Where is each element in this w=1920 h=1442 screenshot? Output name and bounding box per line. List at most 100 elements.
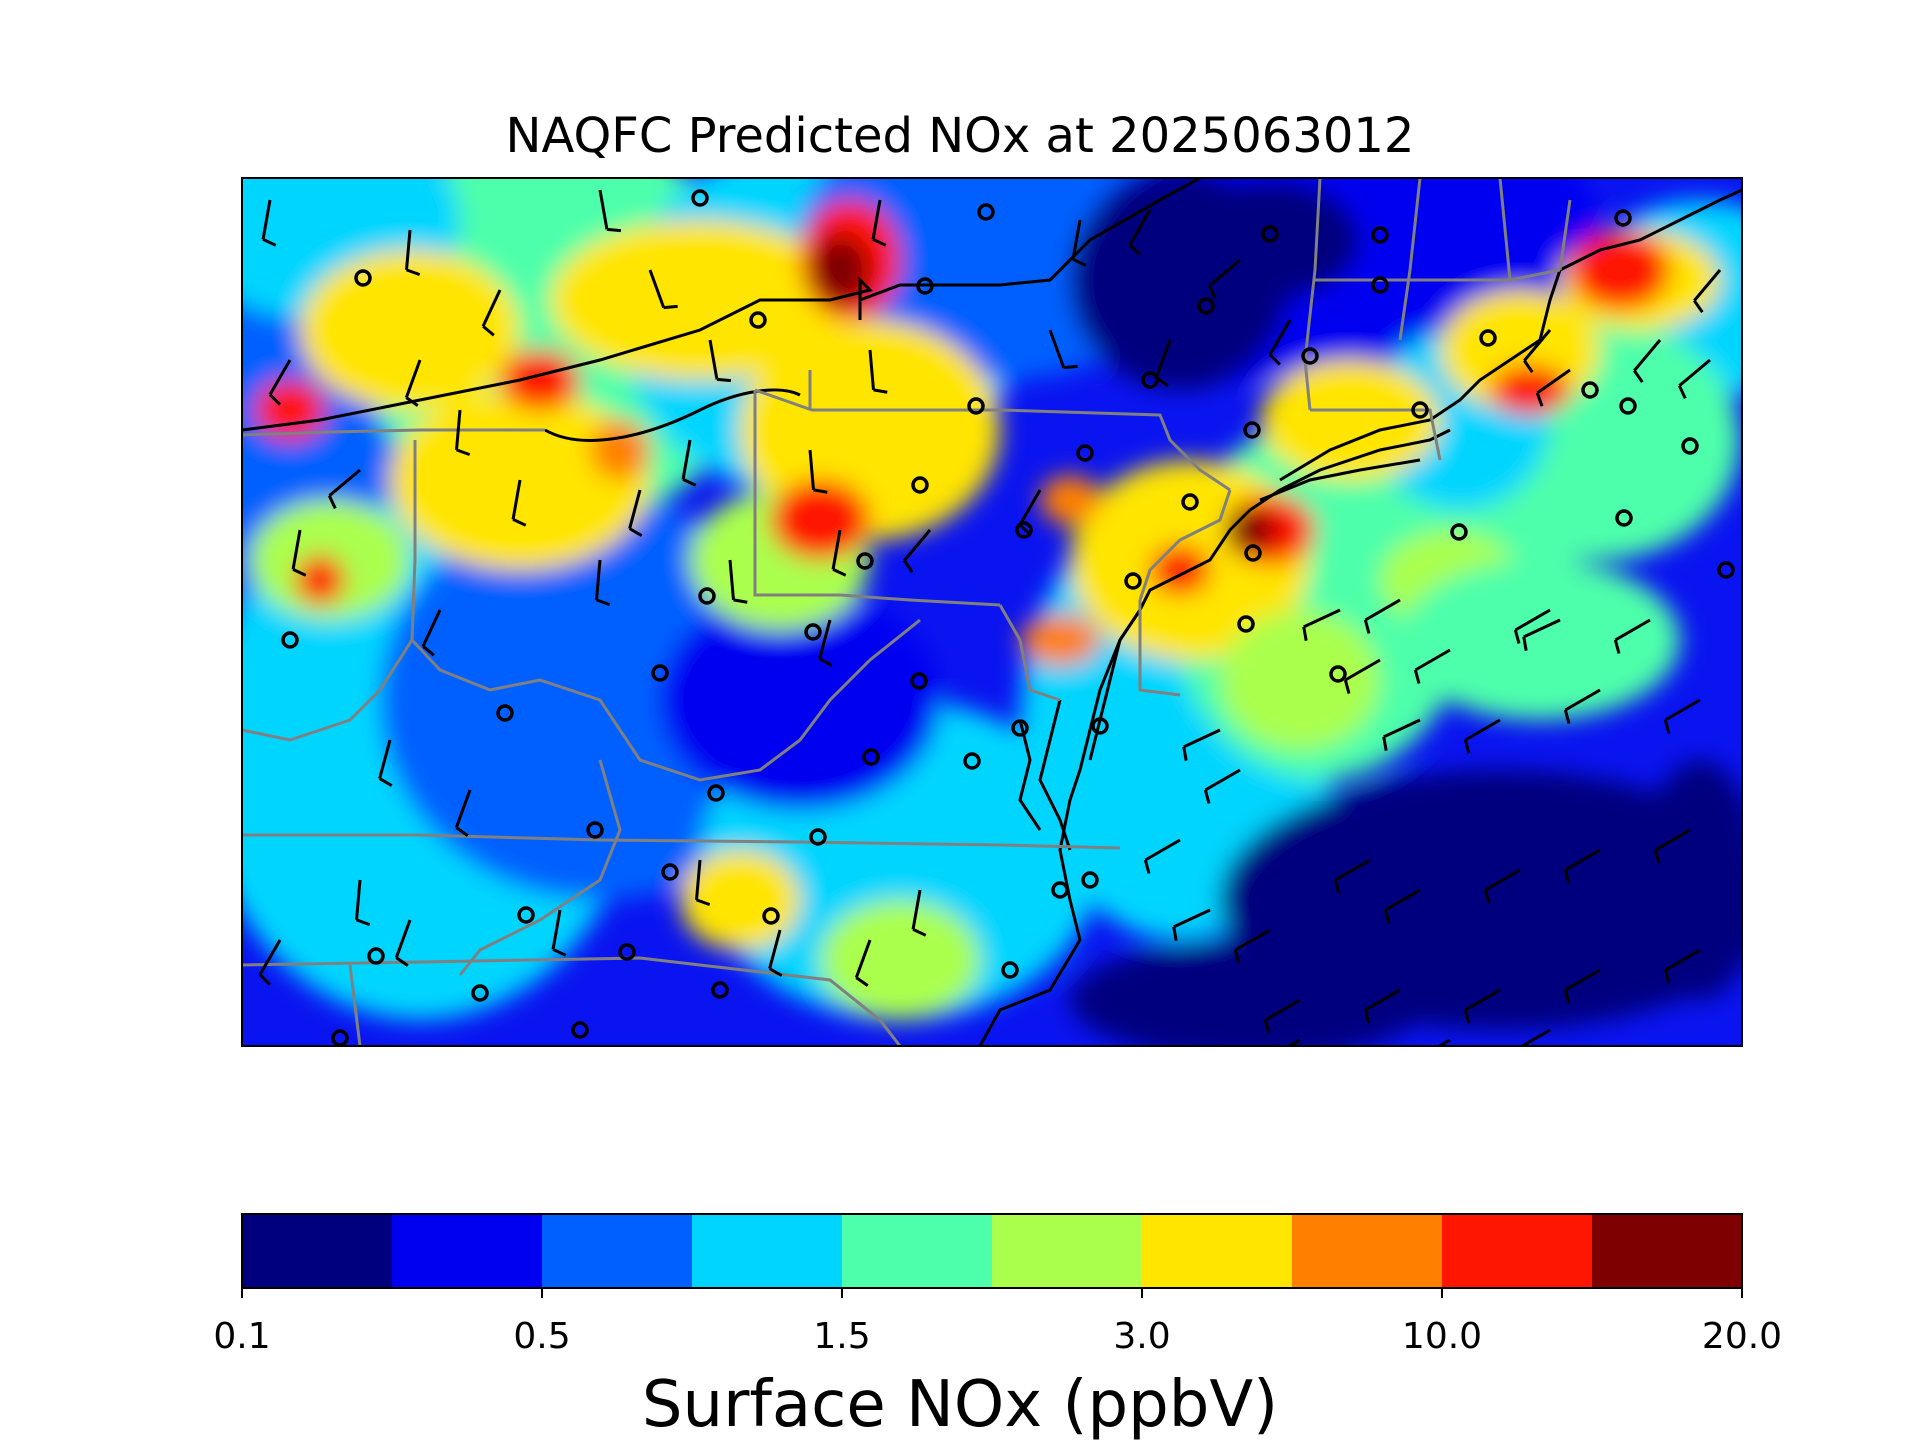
station-marker bbox=[977, 203, 995, 221]
coastline-path bbox=[544, 388, 801, 442]
wind-barb bbox=[854, 939, 872, 987]
station-marker bbox=[1051, 881, 1069, 899]
station-marker bbox=[367, 947, 385, 965]
wind-barb bbox=[1522, 618, 1561, 651]
colorbar-tick-label: 3.0 bbox=[1113, 1316, 1170, 1357]
state-borders bbox=[242, 178, 1572, 1046]
station-marker bbox=[586, 821, 604, 839]
colorbar-cell bbox=[392, 1214, 543, 1288]
station-marker bbox=[1371, 276, 1389, 294]
wind-barb bbox=[1286, 1038, 1301, 1046]
state-border-path bbox=[1310, 408, 1442, 461]
wind-barb bbox=[1182, 728, 1221, 761]
station-marker bbox=[1371, 226, 1389, 244]
station-marker bbox=[1615, 509, 1633, 527]
wind-barb bbox=[1563, 968, 1601, 1004]
nox-blob bbox=[500, 350, 580, 410]
colorbar-tick-label: 0.1 bbox=[213, 1316, 270, 1357]
wind-barb bbox=[268, 359, 292, 406]
nox-blob bbox=[300, 250, 520, 410]
wind-barb bbox=[628, 489, 643, 537]
wind-barb bbox=[378, 739, 393, 787]
state-border-path bbox=[1303, 178, 1322, 411]
station-marker bbox=[963, 752, 981, 770]
wind-barb bbox=[404, 359, 422, 407]
wind-barb bbox=[454, 789, 472, 837]
station-marker bbox=[967, 397, 985, 415]
station-marker bbox=[1244, 544, 1262, 562]
station-marker bbox=[1001, 961, 1019, 979]
station-marker bbox=[1717, 561, 1735, 579]
state-border-path bbox=[1558, 199, 1572, 271]
wind-barb bbox=[405, 229, 421, 277]
station-marker bbox=[916, 277, 934, 295]
state-border-path bbox=[754, 388, 1231, 492]
wind-barb bbox=[1071, 219, 1087, 267]
state-border-path bbox=[1398, 178, 1422, 341]
colorbar-tick-label: 0.5 bbox=[513, 1316, 570, 1357]
coastline-path bbox=[1038, 699, 1072, 851]
wind-barb bbox=[728, 559, 748, 604]
station-marker bbox=[862, 748, 880, 766]
state-border-path bbox=[458, 759, 622, 976]
wind-barb bbox=[261, 199, 277, 247]
station-marker bbox=[281, 631, 299, 649]
wind-barb bbox=[598, 189, 622, 233]
station-marker bbox=[804, 623, 822, 641]
state-border-path bbox=[410, 440, 417, 641]
colorbar-cell bbox=[1142, 1214, 1293, 1288]
state-border-path bbox=[242, 428, 545, 437]
station-marker bbox=[691, 189, 709, 207]
station-marker bbox=[911, 476, 929, 494]
map-frame bbox=[241, 177, 1743, 1047]
wind-barb bbox=[394, 919, 412, 967]
wind-barb bbox=[1663, 948, 1701, 984]
wind-barb bbox=[1413, 648, 1451, 684]
state-border-path bbox=[242, 639, 414, 742]
wind-barb bbox=[808, 449, 828, 494]
wind-barb bbox=[911, 889, 927, 937]
wind-barb bbox=[871, 199, 887, 247]
nox-blob bbox=[1640, 760, 1742, 1000]
station-marker bbox=[856, 552, 874, 570]
state-border-path bbox=[1315, 268, 1561, 282]
colorbar-cell bbox=[542, 1214, 693, 1288]
station-marker bbox=[1681, 437, 1699, 455]
station-marker bbox=[661, 863, 679, 881]
wind-barb bbox=[708, 339, 732, 383]
wind-barb bbox=[1513, 608, 1551, 644]
wind-barbs bbox=[258, 189, 1722, 1046]
colorbar-cell bbox=[242, 1214, 393, 1288]
wind-barb bbox=[1633, 339, 1662, 383]
state-border-path bbox=[1138, 489, 1232, 601]
nox-blob bbox=[550, 220, 850, 380]
wind-barb bbox=[1343, 658, 1381, 694]
station-marker bbox=[1411, 401, 1429, 419]
colorbar-frame bbox=[241, 1213, 1743, 1289]
state-border-path bbox=[242, 833, 1121, 850]
wind-barb bbox=[831, 529, 847, 577]
wind-barb bbox=[818, 619, 833, 667]
station-marker bbox=[1015, 521, 1033, 539]
wind-barb bbox=[1463, 718, 1501, 754]
wind-barb bbox=[681, 439, 697, 487]
wind-barb bbox=[695, 859, 711, 907]
station-marker bbox=[1479, 329, 1497, 347]
station-marker bbox=[711, 981, 729, 999]
station-marker bbox=[1197, 297, 1215, 315]
station-marker bbox=[1243, 421, 1261, 439]
station-marker bbox=[517, 906, 535, 924]
coastline-path bbox=[1018, 719, 1042, 831]
nox-blob bbox=[1225, 508, 1275, 552]
nox-blob bbox=[1570, 230, 1670, 310]
wind-barb bbox=[355, 879, 371, 927]
colorbar-cell bbox=[842, 1214, 993, 1288]
wind-barb bbox=[1048, 329, 1078, 370]
wind-barb bbox=[455, 409, 471, 457]
wind-barb bbox=[421, 609, 442, 657]
wind-barb bbox=[595, 559, 611, 607]
nox-blob bbox=[770, 480, 870, 560]
wind-barb bbox=[903, 529, 932, 573]
